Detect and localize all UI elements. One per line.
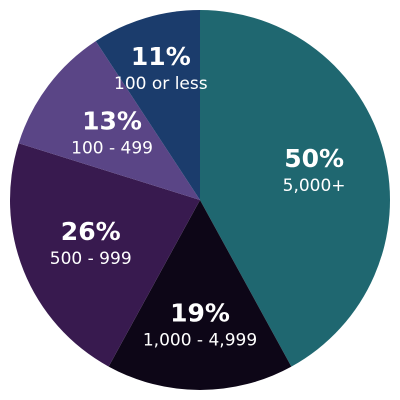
slice-percent-label-4: 11% bbox=[131, 42, 191, 71]
slice-percent-label-3: 13% bbox=[82, 107, 142, 136]
pie-slice-0 bbox=[200, 10, 391, 367]
slice-percent-label-2: 26% bbox=[61, 217, 121, 246]
pie-slice-1 bbox=[108, 200, 292, 391]
slice-range-label-3: 100 - 499 bbox=[71, 139, 153, 159]
slice-range-label-4: 100 or less bbox=[114, 74, 208, 94]
slice-percent-label-0: 50% bbox=[284, 144, 344, 173]
pie-slice-4 bbox=[95, 10, 200, 200]
slice-range-label-2: 500 - 999 bbox=[50, 249, 132, 269]
pie-slice-3 bbox=[18, 41, 201, 200]
slice-range-label-1: 1,000 - 4,999 bbox=[143, 330, 257, 350]
slice-percent-label-1: 19% bbox=[170, 298, 230, 327]
pie-slice-2 bbox=[9, 143, 200, 367]
slice-range-label-0: 5,000+ bbox=[283, 176, 346, 196]
